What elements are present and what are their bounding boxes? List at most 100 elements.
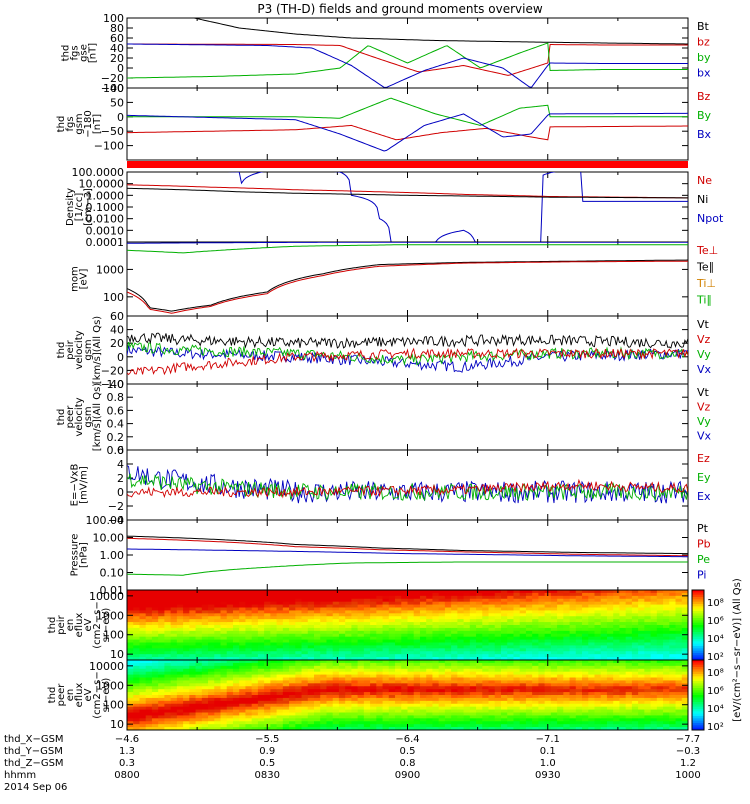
spec-cell [145,721,153,725]
spec-cell [363,622,371,626]
spec-cell [127,721,134,725]
spec-cell [656,651,664,655]
spec-cell [201,633,209,638]
spec-cell [463,613,471,617]
spec-cell [488,686,496,690]
spec-cell [432,677,440,682]
spec-cell [569,724,577,728]
spec-cell [208,610,215,614]
series-line-Ti∥ [127,244,688,254]
spec-cell [363,604,371,609]
spec-cell [675,677,683,682]
spec-cell [189,642,197,647]
spec-cell [606,686,614,690]
spec-cell [139,598,147,603]
spec-cell [538,590,546,594]
spec-cell [619,598,627,603]
spec-cell [345,692,352,696]
spec-cell [326,692,334,696]
spec-cell [419,662,427,667]
spec-cell [338,683,346,687]
spec-cell [338,715,346,719]
spec-cell [451,595,458,600]
spec-cell [395,689,402,693]
spec-cell [183,700,190,705]
spec-cell [282,686,290,690]
spec-cell [631,630,639,635]
spec-cell [419,697,427,702]
spec-cell [357,622,365,626]
spec-cell [656,645,664,649]
spec-cell [638,715,645,719]
spec-cell [276,610,284,614]
spec-cell [370,727,377,730]
ephemeris-value: 0830 [255,770,280,781]
spec-cell [320,651,328,655]
spec-cell [582,700,589,705]
spec-cell [538,651,546,655]
spec-cell [432,648,440,652]
spec-cell [638,668,645,673]
spec-cell [419,604,427,609]
spec-cell [501,648,508,652]
spec-cell [289,610,296,614]
spec-cell [588,607,596,612]
spec-cell [438,616,446,620]
spec-cell [625,601,633,606]
spec-cell [176,592,184,597]
spec-cell [488,721,496,725]
spec-cell [363,671,371,676]
spec-cell [563,689,571,693]
spec-cell [164,692,172,696]
spec-cell [606,695,614,699]
spec-cell [326,712,334,717]
spec-cell [195,636,203,641]
spec-cell [631,595,639,600]
spec-cell [338,718,346,722]
spec-cell [656,680,664,684]
spec-cell [176,715,184,719]
spec-cell [588,674,596,679]
spec-cell [663,607,670,612]
spec-cell [345,706,352,711]
spec-cell [376,680,384,684]
spec-cell [164,706,172,711]
colorbar-cell [692,655,704,659]
spec-cell [226,610,234,614]
y-axis-label-line: [nPa] [79,542,90,568]
spec-cell [532,668,539,673]
spec-cell [145,660,153,664]
spec-cell [158,715,165,719]
spec-cell [395,686,402,690]
spec-cell [419,616,427,620]
y-tick-label: −100 [94,140,124,153]
spec-cell [151,607,159,612]
spec-cell [214,697,222,702]
spec-cell [600,639,608,644]
spec-cell [232,636,240,641]
spec-cell [482,712,490,717]
spec-cell [457,616,465,620]
spec-cell [170,697,178,702]
spec-cell [183,686,190,690]
spec-cell [345,718,352,722]
spec-cell [301,595,309,600]
spec-cell [656,625,664,629]
spec-cell [644,697,652,702]
spec-cell [220,718,228,722]
spec-cell [164,590,172,594]
spec-cell [457,645,465,649]
spec-cell [669,727,677,730]
spec-cell [201,712,209,717]
spec-cell [208,677,215,682]
spec-cell [314,604,321,609]
spec-cell [214,686,222,690]
spec-cell [382,654,390,658]
spec-cell [507,610,515,614]
spec-cell [476,651,483,655]
spec-cell [606,683,614,687]
spec-cell [314,610,321,614]
spec-cell [525,721,533,725]
